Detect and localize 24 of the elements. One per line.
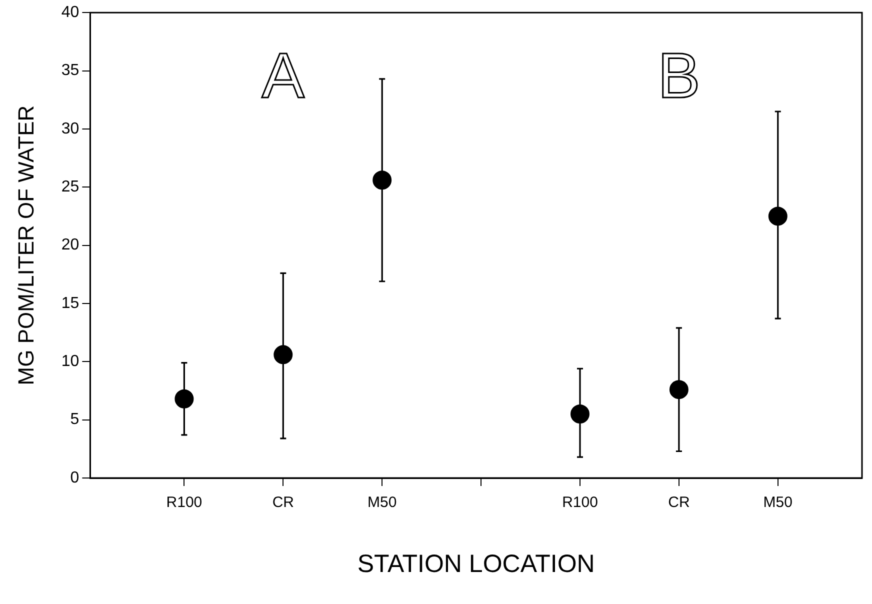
y-tick-label: 5 (70, 411, 80, 428)
x-tick-label: R100 (562, 494, 598, 512)
y-tick-label: 30 (61, 120, 80, 138)
point (372, 170, 392, 190)
y-tick-label: 25 (61, 178, 80, 196)
annotation: A (262, 40, 305, 112)
y-tick-label: 35 (61, 62, 80, 80)
x-tick-label: M50 (763, 494, 792, 512)
point (274, 345, 293, 364)
annotation: B (658, 40, 700, 112)
y-tick-label: 20 (61, 236, 80, 254)
y-axis-title: MG POM/LITER OF WATER (13, 105, 38, 386)
point (669, 380, 688, 400)
x-tick-label: CR (668, 494, 690, 512)
x-axis-title: STATION LOCATION (357, 550, 595, 578)
x-tick-label: R100 (166, 494, 202, 512)
y-tick-label: 40 (61, 4, 80, 22)
y-tick-label: 15 (61, 294, 80, 312)
point (174, 389, 194, 408)
x-tick-label: CR (272, 494, 294, 512)
point (768, 206, 788, 226)
y-tick-label: 0 (70, 469, 80, 486)
y-tick-label: 10 (61, 353, 80, 370)
x-tick-label: M50 (368, 494, 397, 512)
